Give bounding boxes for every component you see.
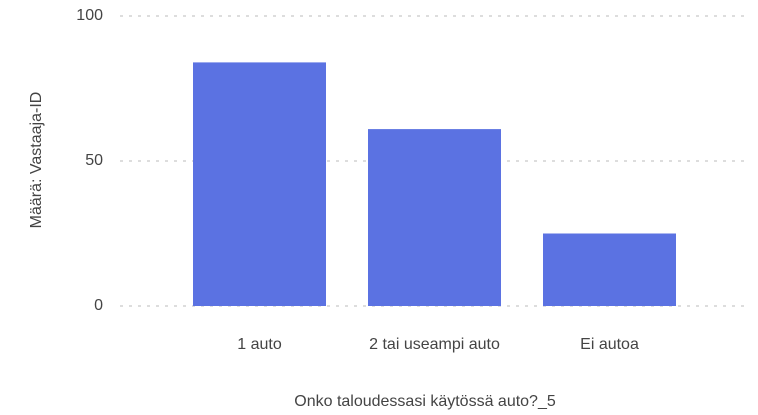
- y-axis-title: Määrä: Vastaaja-ID: [28, 92, 45, 229]
- bar: [368, 129, 501, 306]
- bar: [543, 233, 676, 306]
- x-tick-label: 2 tai useampi auto: [369, 336, 500, 353]
- x-axis-title: Onko taloudessasi käytössä auto?_5: [294, 393, 556, 410]
- x-tick-label: Ei autoa: [580, 336, 639, 353]
- x-tick-label: 1 auto: [237, 336, 282, 353]
- y-tick-label: 100: [76, 7, 103, 24]
- bar: [193, 62, 326, 307]
- y-tick-label: 0: [94, 297, 103, 314]
- y-tick-label: 50: [85, 152, 103, 169]
